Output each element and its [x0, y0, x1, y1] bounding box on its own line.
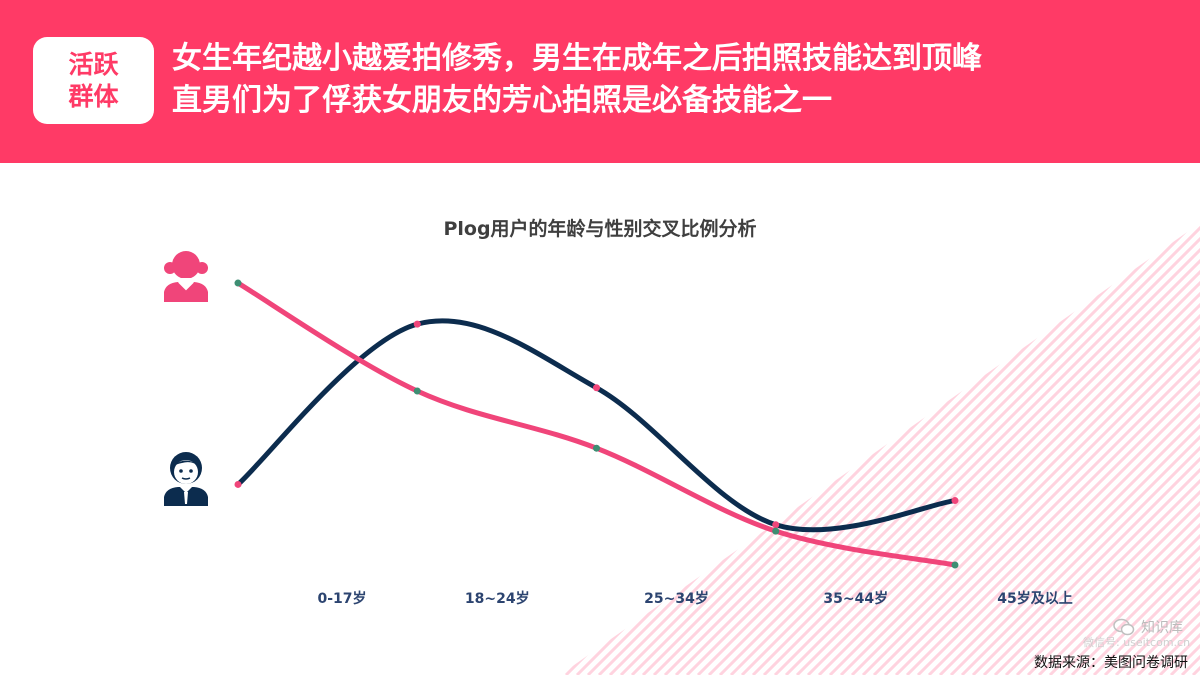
decorative-stripes [560, 223, 1200, 675]
watermark: 知识库 [1113, 617, 1183, 637]
stripe-line [817, 223, 1200, 675]
stripe-line [1081, 223, 1200, 675]
female-data-point [593, 444, 600, 452]
wechat-icon [1113, 618, 1135, 636]
stripe-line [960, 223, 1200, 675]
stripe-line [916, 223, 1200, 675]
headline-line2: 直男们为了俘获女朋友的芳心拍照是必备技能之一 [172, 83, 832, 118]
watermark-name: 知识库 [1141, 620, 1183, 636]
stripe-line [762, 223, 1200, 675]
male-data-point [593, 384, 600, 392]
stripe-line [850, 223, 1200, 675]
x-tick-label: 45岁及以上 [997, 591, 1073, 607]
stripe-line [1092, 223, 1200, 675]
female-user-icon [164, 251, 208, 302]
stripe-line [839, 223, 1200, 675]
stripe-line [828, 223, 1200, 675]
stripe-line [1059, 223, 1200, 675]
stripe-line [982, 223, 1200, 675]
watermark-url: 微信号: useitcom.cn [1083, 636, 1191, 649]
female-data-point [951, 561, 959, 569]
stripe-line [905, 223, 1200, 675]
headline: 女生年纪越小越爱拍修秀，男生在成年之后拍照技能达到顶峰 直男们为了俘获女朋友的芳… [172, 38, 1182, 122]
female-series-line [235, 280, 958, 568]
stripe-line [751, 223, 1200, 675]
stripe-line [1004, 223, 1200, 675]
stripe-line [883, 223, 1200, 675]
stripe-line [1015, 223, 1200, 675]
stripe-line [773, 223, 1200, 675]
x-tick-label: 0-17岁 [317, 591, 367, 607]
male-data-point [951, 497, 959, 505]
female-data-point [234, 279, 242, 287]
headline-line1: 女生年纪越小越爱拍修秀，男生在成年之后拍照技能达到顶峰 [172, 41, 982, 76]
female-data-point [413, 387, 421, 395]
male-data-point [234, 480, 242, 488]
stripe-line [927, 223, 1200, 675]
stripe-line [949, 223, 1200, 675]
section-tag-line1: 活跃 [68, 49, 119, 79]
x-tick-label: 25~34岁 [644, 591, 709, 607]
female-data-point [772, 527, 780, 535]
section-tag-line2: 群体 [68, 81, 119, 111]
stripe-line [861, 223, 1200, 675]
x-tick-label: 35~44岁 [823, 591, 889, 607]
stripe-line [894, 223, 1200, 675]
chart-title: Plog用户的年龄与性别交叉比例分析 [443, 218, 757, 240]
stripe-line [806, 223, 1200, 675]
stripe-line [938, 223, 1200, 675]
male-user-icon [164, 452, 208, 506]
stripe-line [872, 223, 1200, 675]
male-data-point [413, 320, 421, 328]
stripe-line [1037, 223, 1200, 675]
stripe-line [1048, 223, 1200, 675]
stripe-line [1026, 223, 1200, 675]
section-tag: 活跃 群体 [33, 37, 154, 124]
stripe-line [740, 223, 1200, 675]
stripe-line [971, 223, 1200, 675]
stripe-line [795, 223, 1200, 675]
stripe-line [1103, 223, 1200, 675]
x-tick-label: 18~24岁 [464, 591, 530, 607]
data-source: 数据来源：美图问卷调研 [1034, 655, 1188, 671]
stripe-line [784, 223, 1200, 675]
header-banner: 活跃 群体 女生年纪越小越爱拍修秀，男生在成年之后拍照技能达到顶峰 直男们为了俘… [0, 0, 1200, 163]
stripe-line [993, 223, 1200, 675]
stripe-line [1070, 223, 1200, 675]
male-data-point [772, 521, 780, 529]
